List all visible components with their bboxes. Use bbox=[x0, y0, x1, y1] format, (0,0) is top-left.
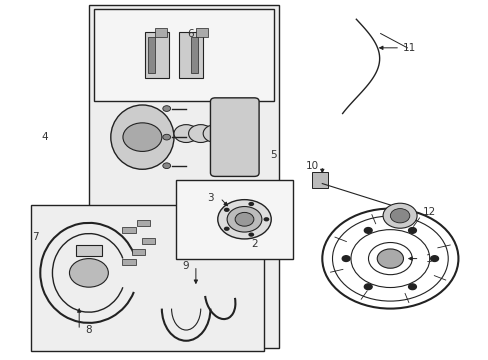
FancyBboxPatch shape bbox=[122, 227, 135, 233]
Circle shape bbox=[224, 227, 229, 231]
FancyBboxPatch shape bbox=[179, 32, 203, 78]
Text: 9: 9 bbox=[183, 261, 189, 271]
Circle shape bbox=[408, 284, 415, 289]
Text: 8: 8 bbox=[85, 325, 92, 335]
Circle shape bbox=[69, 258, 108, 287]
Circle shape bbox=[263, 217, 269, 221]
Circle shape bbox=[248, 233, 254, 237]
Circle shape bbox=[342, 256, 349, 261]
Circle shape bbox=[408, 228, 415, 233]
Circle shape bbox=[235, 212, 253, 226]
FancyBboxPatch shape bbox=[210, 98, 259, 176]
FancyBboxPatch shape bbox=[154, 28, 166, 37]
FancyBboxPatch shape bbox=[142, 238, 155, 244]
Ellipse shape bbox=[111, 105, 174, 169]
FancyBboxPatch shape bbox=[76, 246, 102, 256]
Circle shape bbox=[163, 134, 170, 140]
Circle shape bbox=[226, 207, 262, 232]
FancyBboxPatch shape bbox=[311, 172, 327, 188]
Text: 1: 1 bbox=[425, 253, 432, 264]
Circle shape bbox=[224, 208, 229, 212]
Circle shape bbox=[248, 202, 254, 206]
Circle shape bbox=[203, 125, 227, 143]
Circle shape bbox=[382, 203, 416, 228]
Circle shape bbox=[188, 125, 212, 143]
FancyBboxPatch shape bbox=[191, 37, 198, 73]
Circle shape bbox=[364, 228, 371, 233]
Circle shape bbox=[122, 123, 162, 152]
Circle shape bbox=[163, 106, 170, 111]
Polygon shape bbox=[94, 9, 273, 102]
Text: 6: 6 bbox=[187, 28, 194, 39]
FancyBboxPatch shape bbox=[137, 220, 150, 226]
Circle shape bbox=[364, 284, 371, 289]
FancyBboxPatch shape bbox=[196, 28, 207, 37]
FancyBboxPatch shape bbox=[147, 37, 155, 73]
Text: 3: 3 bbox=[207, 193, 213, 203]
Text: 7: 7 bbox=[32, 232, 39, 242]
FancyBboxPatch shape bbox=[132, 249, 145, 255]
Circle shape bbox=[376, 249, 403, 268]
Polygon shape bbox=[176, 180, 292, 258]
Polygon shape bbox=[89, 5, 278, 348]
Text: 10: 10 bbox=[305, 161, 319, 171]
FancyBboxPatch shape bbox=[144, 32, 169, 78]
Circle shape bbox=[389, 208, 409, 223]
Circle shape bbox=[174, 125, 198, 143]
Text: 4: 4 bbox=[42, 132, 48, 142]
Circle shape bbox=[217, 200, 271, 239]
Text: 2: 2 bbox=[250, 239, 257, 249]
Text: 11: 11 bbox=[403, 43, 416, 53]
Circle shape bbox=[430, 256, 438, 261]
Circle shape bbox=[163, 163, 170, 168]
FancyBboxPatch shape bbox=[122, 259, 135, 265]
Text: 12: 12 bbox=[422, 207, 435, 217]
Text: 5: 5 bbox=[270, 150, 276, 160]
Polygon shape bbox=[30, 205, 264, 351]
